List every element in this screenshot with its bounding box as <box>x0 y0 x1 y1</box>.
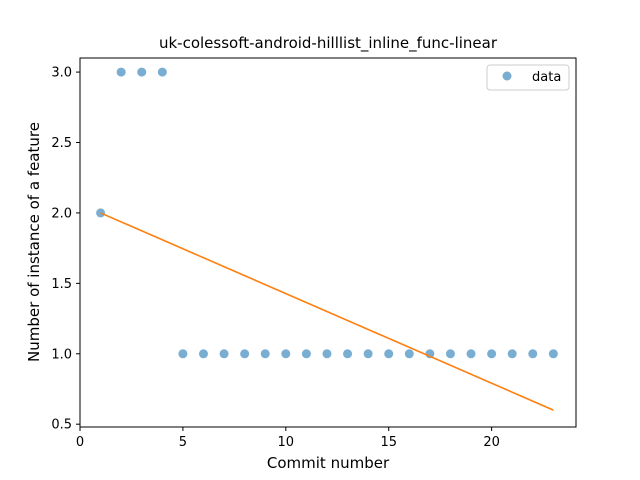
data-point <box>219 349 229 359</box>
data-point <box>301 349 311 359</box>
legend-box <box>486 64 570 91</box>
data-point <box>157 67 167 77</box>
x-tick-label: 20 <box>483 435 500 450</box>
fit-line <box>100 212 554 411</box>
y-tick-label: 3.0 <box>51 66 72 81</box>
data-point <box>198 349 208 359</box>
data-point <box>384 349 394 359</box>
y-tick-label: 0.5 <box>51 418 72 433</box>
legend-label-data: data <box>532 70 561 85</box>
y-tick-label: 2.5 <box>51 136 72 151</box>
data-point <box>548 349 558 359</box>
data-point <box>260 349 270 359</box>
chart-title: uk-colessoft-android-hilllist_inline_fun… <box>159 34 498 53</box>
data-point <box>466 349 476 359</box>
axes-layer: 0 5 10 15 20 0.5 1.0 1.5 2.0 2.5 3.0 <box>51 57 577 450</box>
axes-frame <box>79 57 577 428</box>
x-tick-label: 10 <box>278 435 295 450</box>
data-point <box>240 349 250 359</box>
series-layer <box>96 67 558 411</box>
data-point <box>507 349 517 359</box>
data-point <box>322 349 332 359</box>
data-point <box>343 349 353 359</box>
x-tick-label: 15 <box>380 435 397 450</box>
data-point <box>445 349 455 359</box>
plot-area <box>80 58 576 427</box>
x-tick-label: 0 <box>76 435 84 450</box>
data-point <box>528 349 538 359</box>
data-point <box>116 67 126 77</box>
x-tick-label: 5 <box>179 435 187 450</box>
data-point <box>137 67 147 77</box>
data-point <box>281 349 291 359</box>
data-point <box>363 349 373 359</box>
data-point <box>487 349 497 359</box>
y-axis-title: Number of instance of a feature <box>25 122 43 362</box>
data-point <box>178 349 188 359</box>
y-tick-label: 2.0 <box>51 206 72 221</box>
y-tick-label: 1.0 <box>51 347 72 362</box>
x-axis-title: Commit number <box>267 454 390 472</box>
legend: data <box>486 64 570 91</box>
data-point <box>404 349 414 359</box>
legend-marker-data <box>502 71 512 81</box>
y-tick-label: 1.5 <box>51 277 72 292</box>
